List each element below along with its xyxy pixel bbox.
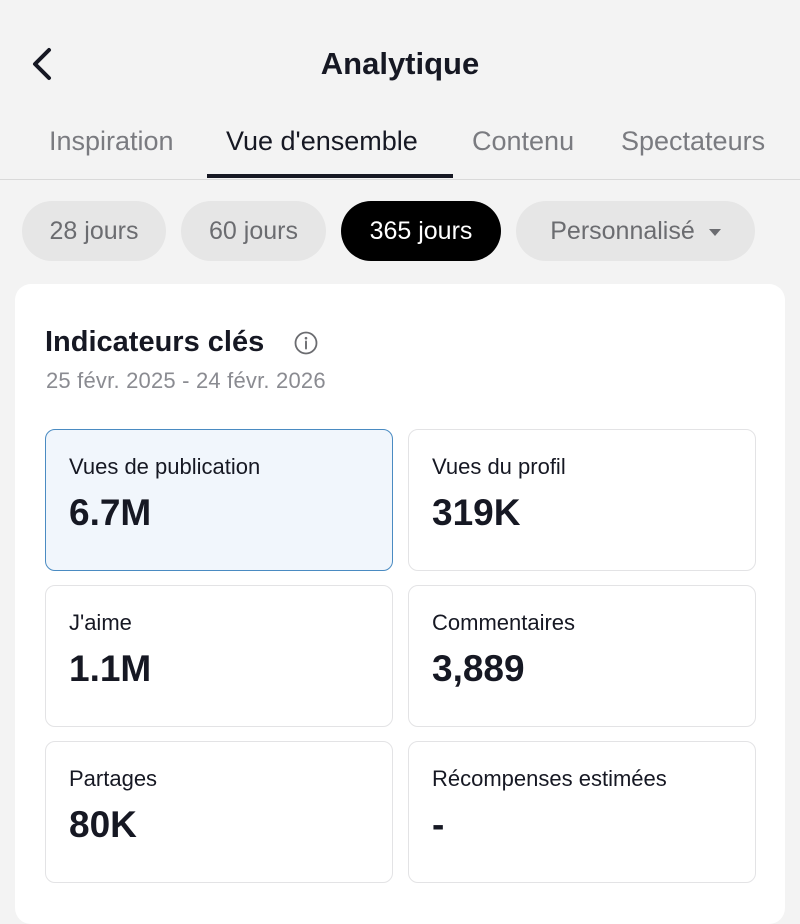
metric-label: Partages (69, 766, 158, 791)
period-label: Personnalisé (550, 216, 695, 245)
metric-value: 3,889 (432, 648, 525, 689)
page-title: Analytique (320, 46, 480, 81)
period-28-days-button[interactable]: 28 jours (22, 201, 166, 261)
period-label: 28 jours (49, 216, 139, 245)
metric-likes[interactable]: J'aime 1.1M (45, 585, 393, 727)
tab-viewers[interactable]: Spectateurs (621, 126, 766, 156)
metric-post-views[interactable]: Vues de publication 6.7M (45, 429, 393, 571)
app-header: Analytique (0, 0, 800, 120)
metric-value: 319K (432, 492, 521, 533)
metric-label: Vues de publication (69, 454, 261, 479)
period-label: 60 jours (209, 216, 298, 245)
period-60-days-button[interactable]: 60 jours (181, 201, 326, 261)
tab-bar: Inspiration Vue d'ensemble Contenu Spect… (0, 118, 800, 180)
section-title: Indicateurs clés (45, 326, 265, 358)
metric-profile-views[interactable]: Vues du profil 319K (408, 429, 756, 571)
info-icon[interactable] (293, 330, 319, 356)
metric-value: 1.1M (69, 648, 152, 689)
key-metrics-card: Indicateurs clés 25 févr. 2025 - 24 févr… (15, 284, 785, 924)
active-tab-indicator (207, 174, 453, 178)
chevron-left-icon (33, 48, 51, 80)
metric-label: J'aime (69, 610, 132, 635)
tab-inspiration[interactable]: Inspiration (49, 126, 174, 156)
tab-overview[interactable]: Vue d'ensemble (226, 126, 418, 156)
metric-shares[interactable]: Partages 80K (45, 741, 393, 883)
metric-value: 80K (69, 804, 137, 845)
date-range: 25 févr. 2025 - 24 févr. 2026 (46, 368, 326, 393)
back-button[interactable] (22, 44, 62, 84)
metric-label: Vues du profil (432, 454, 566, 479)
metric-comments[interactable]: Commentaires 3,889 (408, 585, 756, 727)
metric-label: Commentaires (432, 610, 576, 635)
metric-estimated-rewards[interactable]: Récompenses estimées - (408, 741, 756, 883)
metric-label: Récompenses estimées (432, 766, 667, 791)
metric-value: 6.7M (69, 492, 152, 533)
period-custom-dropdown[interactable]: Personnalisé (516, 201, 755, 261)
tab-content[interactable]: Contenu (472, 126, 575, 156)
period-label: 365 jours (369, 216, 473, 245)
metric-value: - (432, 804, 445, 845)
period-selector: 28 jours 60 jours 365 jours Personnalisé (0, 201, 800, 263)
period-365-days-button[interactable]: 365 jours (341, 201, 501, 261)
caret-down-icon (708, 229, 721, 236)
